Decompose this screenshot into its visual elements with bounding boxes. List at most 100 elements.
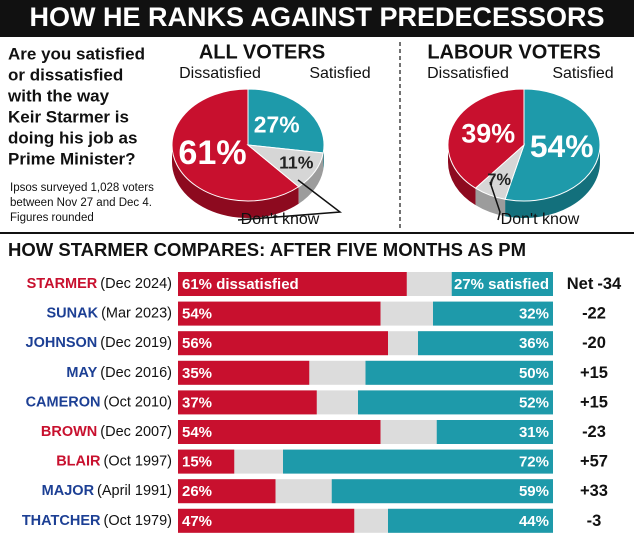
satisfied-label: 31% bbox=[519, 424, 549, 441]
net-label: -22 bbox=[582, 305, 606, 323]
pie-category-label: Satisfied bbox=[552, 65, 613, 82]
satisfied-label: 52% bbox=[519, 394, 549, 411]
note-line: Figures rounded bbox=[10, 212, 94, 224]
net-value: -22 bbox=[582, 305, 606, 323]
leader-line bbox=[489, 181, 501, 221]
question-line: or dissatisfied bbox=[8, 65, 123, 84]
row-date: (Oct 1979) bbox=[104, 513, 173, 529]
net-label: +15 bbox=[580, 364, 608, 382]
satisfied-bar bbox=[331, 479, 553, 504]
row-name: BLAIR bbox=[56, 453, 101, 469]
net-value: +15 bbox=[580, 364, 608, 382]
title-bar bbox=[0, 0, 634, 37]
pie-title: ALL VOTERS bbox=[199, 41, 325, 63]
net-label: +57 bbox=[580, 453, 608, 471]
row-date: (Dec 2016) bbox=[100, 365, 172, 381]
pie-slice bbox=[246, 144, 324, 188]
row-date: (Dec 2019) bbox=[100, 335, 172, 351]
satisfied-bar bbox=[358, 390, 553, 415]
question-line: doing his job as bbox=[8, 128, 137, 147]
net-label: +33 bbox=[580, 483, 608, 501]
row-name: THATCHER bbox=[22, 513, 101, 529]
row-label: THATCHER (Oct 1979) bbox=[22, 513, 172, 529]
satisfied-label: 32% bbox=[519, 306, 549, 323]
pie-value-label: 7% bbox=[487, 171, 511, 189]
row-name: JOHNSON bbox=[26, 335, 98, 351]
question-line: Prime Minister? bbox=[8, 149, 136, 168]
dissatisfied-label: 47% bbox=[182, 513, 212, 530]
row-name: MAY bbox=[66, 365, 97, 381]
row-date: (Oct 1997) bbox=[104, 453, 173, 469]
dissatisfied-label: 37% bbox=[182, 394, 212, 411]
row-date: (Mar 2023) bbox=[101, 305, 172, 321]
satisfied-label: 44% bbox=[519, 513, 549, 530]
net-value: +57 bbox=[580, 453, 608, 471]
satisfied-label: 59% bbox=[519, 483, 549, 500]
row-label: SUNAK (Mar 2023) bbox=[47, 305, 172, 321]
pie-side bbox=[298, 152, 324, 204]
row-date: (Dec 2007) bbox=[100, 424, 172, 440]
pie-value-label: 39% bbox=[461, 119, 515, 149]
dissatisfied-label: 54% bbox=[182, 424, 212, 441]
row-name: CAMERON bbox=[26, 394, 101, 410]
satisfied-label: 50% bbox=[519, 365, 549, 382]
pie-category-label: Dissatisfied bbox=[427, 65, 509, 82]
pie-value-label: 61% bbox=[178, 134, 246, 172]
row-label: STARMER (Dec 2024) bbox=[27, 276, 172, 292]
pie-side bbox=[448, 145, 476, 206]
dissatisfied-bar bbox=[178, 420, 381, 444]
row-name: STARMER bbox=[27, 276, 98, 292]
pie-side bbox=[172, 145, 299, 219]
page-title: HOW HE RANKS AGAINST PREDECESSORS bbox=[29, 2, 604, 32]
net-label: Net -34 bbox=[567, 275, 622, 293]
row-label: CAMERON (Oct 2010) bbox=[26, 394, 172, 410]
pie-category-label: Dissatisfied bbox=[179, 65, 261, 82]
satisfied-bar bbox=[388, 508, 553, 533]
dissatisfied-label: 54% bbox=[182, 306, 212, 323]
row-label: BROWN (Dec 2007) bbox=[41, 424, 172, 440]
satisfied-bar bbox=[418, 331, 553, 356]
dissatisfied-bar bbox=[178, 331, 388, 356]
net-value: -34 bbox=[597, 275, 622, 293]
section-title: HOW STARMER COMPARES: AFTER FIVE MONTHS … bbox=[8, 239, 526, 260]
dissatisfied-bar bbox=[178, 508, 355, 533]
pie-slice bbox=[504, 88, 601, 202]
satisfied-bar bbox=[436, 420, 553, 444]
note-line: Ipsos surveyed 1,028 voters bbox=[10, 182, 154, 194]
pie-value-label: 54% bbox=[530, 128, 594, 164]
satisfied-bar bbox=[365, 360, 553, 385]
dissatisfied-bar bbox=[178, 360, 310, 385]
net-heading: Net bbox=[567, 275, 594, 293]
row-date: (Dec 2024) bbox=[100, 276, 172, 292]
pie-title: LABOUR VOTERS bbox=[427, 41, 600, 63]
net-value: -20 bbox=[582, 335, 606, 353]
question-line: Are you satisfied bbox=[8, 44, 145, 63]
pie-category-label: Satisfied bbox=[309, 65, 370, 82]
row-name: MAJOR bbox=[42, 483, 95, 499]
satisfied-label: 36% bbox=[519, 335, 549, 352]
pie-slice bbox=[447, 88, 525, 189]
net-label: -20 bbox=[582, 335, 606, 353]
question-line: with the way bbox=[7, 86, 110, 105]
dissatisfied-bar bbox=[178, 301, 381, 326]
row-date: (April 1991) bbox=[97, 483, 172, 499]
net-value: +33 bbox=[580, 483, 608, 501]
pie-side bbox=[505, 145, 600, 219]
satisfied-bar bbox=[433, 301, 553, 326]
pie-side bbox=[475, 188, 506, 217]
row-label: BLAIR (Oct 1997) bbox=[56, 453, 172, 469]
net-label: -23 bbox=[582, 423, 606, 441]
net-label: -3 bbox=[587, 512, 602, 530]
pie-slice bbox=[171, 88, 300, 202]
net-value: -3 bbox=[587, 512, 602, 530]
satisfied-label: 27% satisfied bbox=[454, 276, 549, 293]
row-label: MAY (Dec 2016) bbox=[66, 365, 172, 381]
pie-category-label: Don't know bbox=[501, 211, 580, 228]
pie-slice bbox=[474, 143, 526, 200]
net-value: -23 bbox=[582, 423, 606, 441]
dissatisfied-label: 61% dissatisfied bbox=[182, 276, 299, 293]
net-value: +15 bbox=[580, 394, 608, 412]
row-name: SUNAK bbox=[47, 305, 99, 321]
pie-slice bbox=[247, 88, 325, 154]
note-line: between Nov 27 and Dec 4. bbox=[10, 197, 152, 209]
